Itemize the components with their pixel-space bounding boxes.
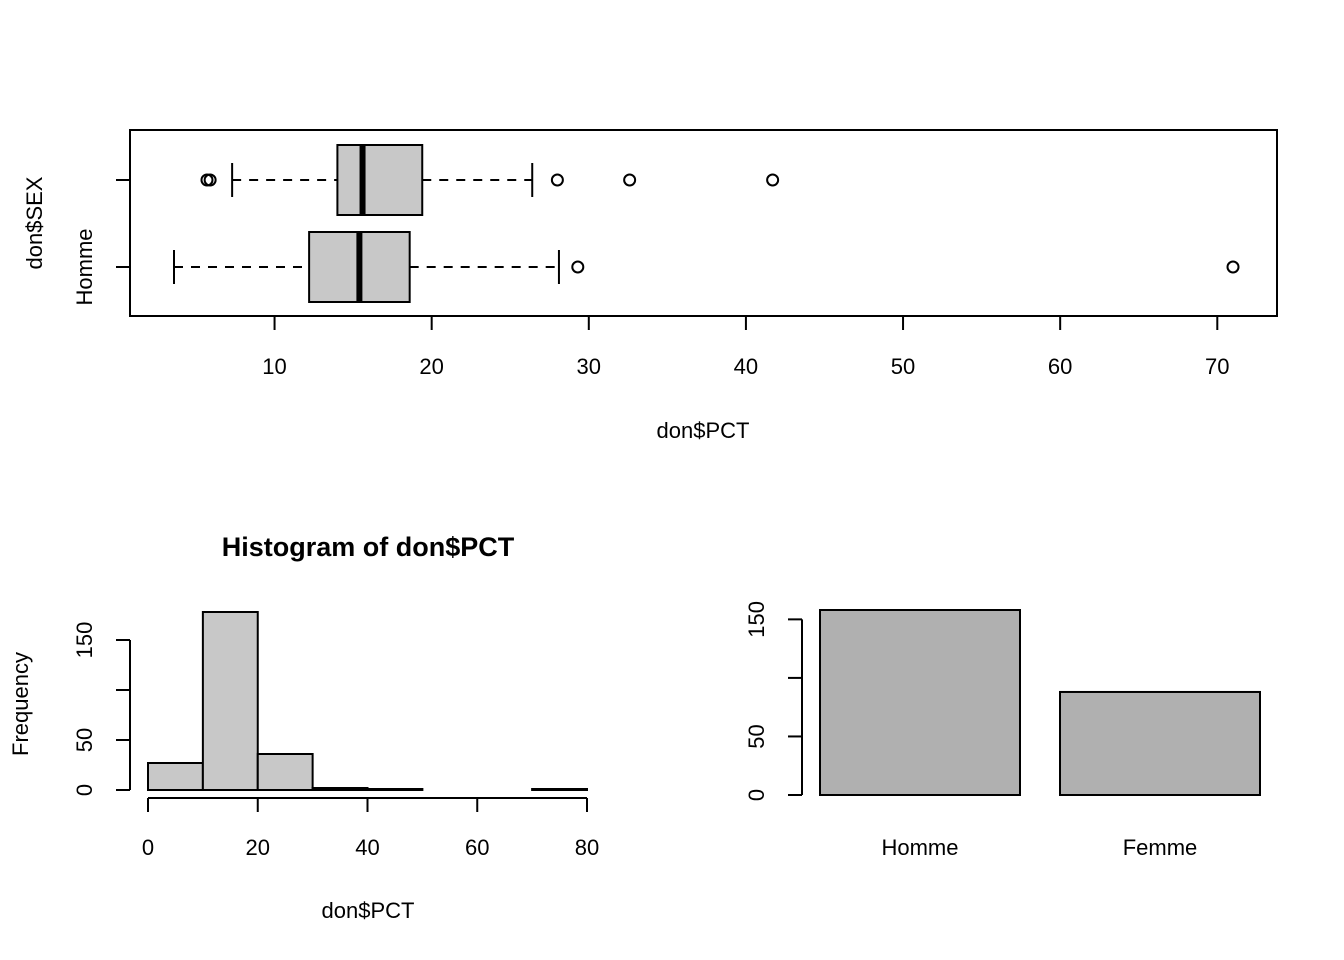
boxplot-x-axis-title: don$PCT: [657, 418, 750, 443]
histogram-bar: [201, 611, 259, 791]
boxplot-x-tick-label: 10: [262, 354, 286, 379]
histogram-y-tick-label: 0: [72, 784, 97, 796]
boxplot-outlier: [203, 173, 217, 187]
boxplot-panel: 10 20 30 40 50 60 70 Homme don$PCT don$SEX: [22, 129, 1278, 443]
boxplot-group: [172, 231, 1240, 303]
boxplot-group: [200, 144, 780, 216]
boxplot-group-label: Homme: [72, 228, 97, 305]
barchart-category-labels: Homme Femme: [881, 835, 1197, 860]
histogram-y-axis: 0 50 150: [72, 622, 131, 796]
boxplot-x-tick-label: 30: [577, 354, 601, 379]
histogram-x-tick-label: 20: [246, 835, 270, 860]
histogram-x-tick-label: 0: [142, 835, 154, 860]
boxplot-x-tick-label: 40: [734, 354, 758, 379]
histogram-y-tick-label: 150: [72, 622, 97, 659]
histogram-bar: [256, 753, 314, 791]
histogram-x-tick-label: 80: [575, 835, 599, 860]
barchart-category-label: Homme: [881, 835, 958, 860]
barchart-bar: [1059, 690, 1261, 797]
barchart-y-axis: 0 50 150: [744, 601, 803, 801]
histogram-y-tick-label: 50: [72, 728, 97, 752]
boxplot-x-tick-label: 20: [419, 354, 443, 379]
boxplot-y-axis-title: don$SEX: [22, 176, 47, 269]
barchart-y-tick-label: 50: [744, 724, 769, 748]
boxplot-x-tick-label: 50: [891, 354, 915, 379]
boxplot-y-axis: Homme: [72, 179, 131, 306]
histogram-x-axis-title: don$PCT: [322, 898, 415, 923]
boxplot-x-tick-label: 70: [1205, 354, 1229, 379]
boxplot-frame: [129, 129, 1278, 317]
barchart-y-tick-label: 150: [744, 601, 769, 638]
boxplot-outlier: [623, 173, 637, 187]
boxplot-outlier: [571, 260, 585, 274]
histogram-bar: [531, 788, 588, 791]
barchart-y-tick-label: 0: [744, 789, 769, 801]
boxplot-outlier: [766, 173, 780, 187]
barchart-bars: [819, 609, 1261, 797]
histogram-bars: [147, 611, 588, 791]
boxplot-box: [336, 144, 424, 216]
histogram-y-axis-title: Frequency: [8, 652, 33, 756]
barchart-category-label: Femme: [1123, 835, 1198, 860]
histogram-bar: [147, 762, 204, 791]
boxplot-groups: [172, 144, 1240, 303]
boxplot-x-axis: 10 20 30 40 50 60 70: [262, 315, 1230, 379]
histogram-panel: Histogram of don$PCT 0 20 40 60 80 0 50 150 do…: [8, 532, 599, 923]
boxplot-x-tick-label: 60: [1048, 354, 1072, 379]
boxplot-outlier: [1226, 260, 1240, 274]
histogram-bar: [366, 788, 424, 791]
barchart-bar: [819, 609, 1021, 796]
boxplot-outlier: [550, 173, 564, 187]
histogram-x-tick-label: 40: [355, 835, 379, 860]
histogram-bar: [311, 787, 369, 791]
histogram-title: Histogram of don$PCT: [222, 532, 515, 562]
histogram-x-tick-label: 60: [465, 835, 489, 860]
barchart-panel: 0 50 150 Homme Femme: [744, 601, 1261, 860]
histogram-x-axis: 0 20 40 60 80: [142, 797, 599, 860]
